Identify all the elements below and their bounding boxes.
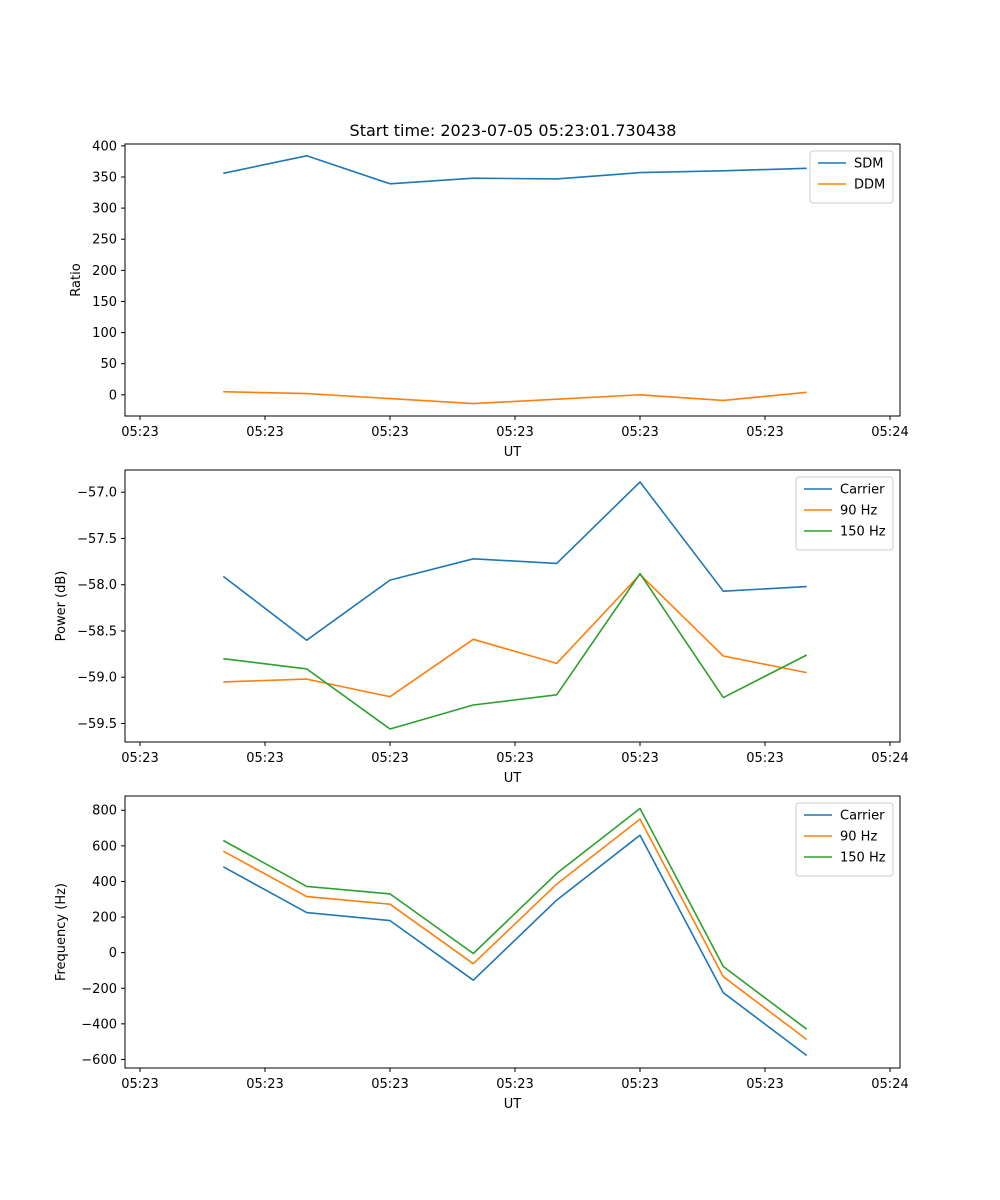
x-tick-label: 05:23 [746,425,783,440]
x-tick-label: 05:23 [121,425,158,440]
y-axis-label: Power (dB) [54,571,69,642]
x-tick-label: 05:23 [621,1077,658,1092]
y-tick-label: 800 [92,804,117,819]
y-tick-label: 400 [92,875,117,890]
legend: Carrier 90 Hz 150 Hz [795,802,894,877]
x-tick-label: 05:23 [746,1077,783,1092]
chart-2: 05:23 05:23 05:23 05:23 05:23 05:23 05:24 −57.0… [54,469,909,786]
y-tick-label: −59.0 [77,671,117,686]
legend-label: 90 Hz [840,504,877,519]
series-line-90-hz [223,573,807,698]
legend: SDM DDM [809,150,894,204]
plot-frame [124,469,901,743]
y-tick-label: 150 [92,295,117,310]
x-tick-label: 05:24 [871,1077,908,1092]
series-line-150-hz [223,572,808,730]
y-tick-label: 250 [92,233,117,248]
x-tick-label: 05:23 [621,425,658,440]
chart-1: 05:23 05:23 05:23 05:23 05:23 05:23 05:24 0 50 10… [69,139,909,460]
x-tick-label: 05:23 [496,751,533,766]
series-line-90-hz [222,818,808,1041]
x-tick-label: 05:23 [121,1077,158,1092]
y-tick-label: 300 [92,202,117,217]
x-tick-label: 05:23 [371,1077,408,1092]
y-tick-label: −58.5 [77,624,117,639]
series-line-sdm [223,155,807,185]
x-tick-label: 05:24 [871,751,908,766]
series-line-150-hz [222,807,808,1030]
y-tick-label: 0 [109,388,117,403]
y-tick-label: 400 [92,139,117,154]
legend-label: 90 Hz [840,830,877,845]
y-tick-label: 200 [92,264,117,279]
legend: Carrier 90 Hz 150 Hz [795,476,894,551]
x-tick-label: 05:23 [371,425,408,440]
y-tick-label: 350 [92,170,117,185]
legend-label: 150 Hz [840,525,886,540]
y-tick-label: 0 [109,946,117,961]
y-tick-label: 600 [92,839,117,854]
y-tick-label: −600 [81,1053,117,1068]
y-tick-label: −57.5 [77,532,117,547]
x-tick-label: 05:23 [246,1077,283,1092]
y-tick-label: −59.5 [77,717,117,732]
legend-label: 150 Hz [840,851,886,866]
plot-frame [124,143,901,417]
legend-box [809,150,894,204]
y-tick-label: −58.0 [77,578,117,593]
x-tick-label: 05:23 [246,751,283,766]
charts: 05:23 05:23 05:23 05:23 05:23 05:23 05:24 0 50 10… [54,139,909,1112]
y-axis-label: Ratio [69,263,84,296]
y-tick-label: 50 [100,357,117,372]
series-line-ddm [223,390,807,405]
x-tick-label: 05:23 [496,425,533,440]
y-tick-label: −200 [81,982,117,997]
x-tick-label: 05:23 [746,751,783,766]
x-tick-label: 05:23 [246,425,283,440]
series-line-carrier [222,834,808,1057]
x-tick-label: 05:23 [371,751,408,766]
chart-3: 05:23 05:23 05:23 05:23 05:23 05:23 05:24 800 60… [54,795,909,1112]
legend-label: SDM [854,157,883,172]
x-tick-label: 05:24 [871,425,908,440]
legend-label: Carrier [840,483,885,498]
y-tick-label: 200 [92,911,117,926]
y-axis-label: Frequency (Hz) [54,883,69,981]
legend-label: DDM [854,178,885,193]
x-tick-label: 05:23 [621,751,658,766]
y-tick-label: 100 [92,326,117,341]
series-line-carrier [222,481,807,642]
figure-title: Start time: 2023-07-05 05:23:01.730438 [350,121,677,140]
x-tick-label: 05:23 [496,1077,533,1092]
x-tick-label: 05:23 [121,751,158,766]
x-axis-label: UT [504,445,522,460]
plot-frame [124,795,901,1069]
x-axis-label: UT [504,771,522,786]
y-tick-label: −57.0 [77,486,117,501]
x-axis-label: UT [504,1097,522,1112]
legend-label: Carrier [840,809,885,824]
y-tick-label: −400 [81,1017,117,1032]
